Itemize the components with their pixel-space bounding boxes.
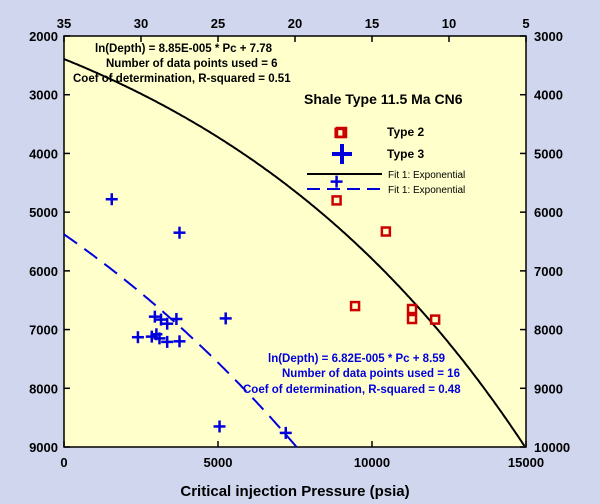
fit1-points-used: Number of data points used = 6 <box>106 58 278 70</box>
type3-point <box>173 226 186 239</box>
type2-fit-curve <box>63 58 526 447</box>
y-tick-label: 5000 <box>29 205 58 220</box>
right-tick-label: 7000 <box>534 264 563 279</box>
type2-point <box>331 195 342 206</box>
fit2-equation: ln(Depth) = 6.82E-005 * Pc + 8.59 <box>268 353 445 365</box>
y-tick-label: 9000 <box>29 440 58 455</box>
type3-point <box>145 330 158 343</box>
x-tick-label: 0 <box>60 455 67 470</box>
type2-point <box>406 313 418 325</box>
type3-point <box>279 426 292 439</box>
right-tick-label: 4000 <box>534 88 563 103</box>
right-tick-label: 3000 <box>534 29 563 44</box>
type3-point <box>213 420 226 433</box>
type2-point <box>406 303 418 315</box>
x-tick-label: 15000 <box>508 455 544 470</box>
legend-type3-label: Type 3 <box>387 147 424 161</box>
type2-point <box>349 300 361 312</box>
fit1-annotation: ln(Depth) = 8.85E-005 * Pc + 7.78 Number… <box>73 43 291 85</box>
legend-fit1-label: Fit 1: Exponential <box>388 170 465 181</box>
x-tick-label: 10000 <box>354 455 390 470</box>
fit2-r-squared: Coef of determination, R-squared = 0.48 <box>243 384 461 396</box>
legend: Type 2 Type 3 Fit 1: Exponential Fit 1: … <box>307 125 465 196</box>
x-tick-label: 5000 <box>204 455 233 470</box>
type3-point <box>153 332 166 345</box>
plot-area <box>63 35 527 448</box>
type3-fit-curve <box>63 233 298 448</box>
right-tick-label: 9000 <box>534 381 563 396</box>
fit1-r-squared: Coef of determination, R-squared = 0.51 <box>73 73 291 85</box>
y-tick-label: 8000 <box>29 381 58 396</box>
type3-point <box>148 310 161 323</box>
type3-point <box>170 313 183 326</box>
top-tick-label: 30 <box>134 16 148 31</box>
y-tick-label: 4000 <box>29 146 58 161</box>
right-tick-label: 8000 <box>534 323 563 338</box>
chart-title: Shale Type 11.5 Ma CN6 <box>304 91 463 107</box>
legend-type2-label: Type 2 <box>387 125 424 139</box>
type3-point <box>161 317 174 330</box>
top-tick-label: 35 <box>57 16 71 31</box>
type3-point <box>219 312 232 325</box>
type3-point <box>330 175 343 188</box>
tick-marks <box>63 35 527 448</box>
type2-point <box>429 314 441 325</box>
top-tick-label: 25 <box>211 16 225 31</box>
legend-fit2-label: Fit 1: Exponential <box>388 185 465 196</box>
top-tick-label: 10 <box>442 16 456 31</box>
type3-point <box>105 193 118 206</box>
right-tick-label: 5000 <box>534 146 563 161</box>
type3-point <box>161 335 174 348</box>
right-tick-label: 10000 <box>534 440 570 455</box>
fit2-annotation: ln(Depth) = 6.82E-005 * Pc + 8.59 Number… <box>243 353 461 396</box>
tick-labels: 0 5000 10000 150002000300040005000600070008… <box>29 16 570 470</box>
fit1-equation: ln(Depth) = 8.85E-005 * Pc + 7.78 <box>95 43 273 55</box>
right-tick-label: 6000 <box>534 205 563 220</box>
type3-point <box>131 331 144 344</box>
fit2-points-used: Number of data points used = 16 <box>282 368 460 380</box>
y-tick-label: 7000 <box>29 323 58 338</box>
x-axis-label: Critical injection Pressure (psia) <box>180 483 409 500</box>
top-tick-label: 20 <box>288 16 302 31</box>
y-tick-label: 2000 <box>29 29 58 44</box>
type3-point <box>173 335 186 348</box>
y-tick-label: 3000 <box>29 88 58 103</box>
y-tick-label: 6000 <box>29 264 58 279</box>
type2-point <box>380 226 392 237</box>
top-tick-label: 5 <box>522 16 529 31</box>
top-tick-label: 15 <box>365 16 379 31</box>
fit-curves <box>63 58 526 448</box>
type3-point <box>155 313 168 326</box>
legend-type2-marker <box>335 126 348 139</box>
